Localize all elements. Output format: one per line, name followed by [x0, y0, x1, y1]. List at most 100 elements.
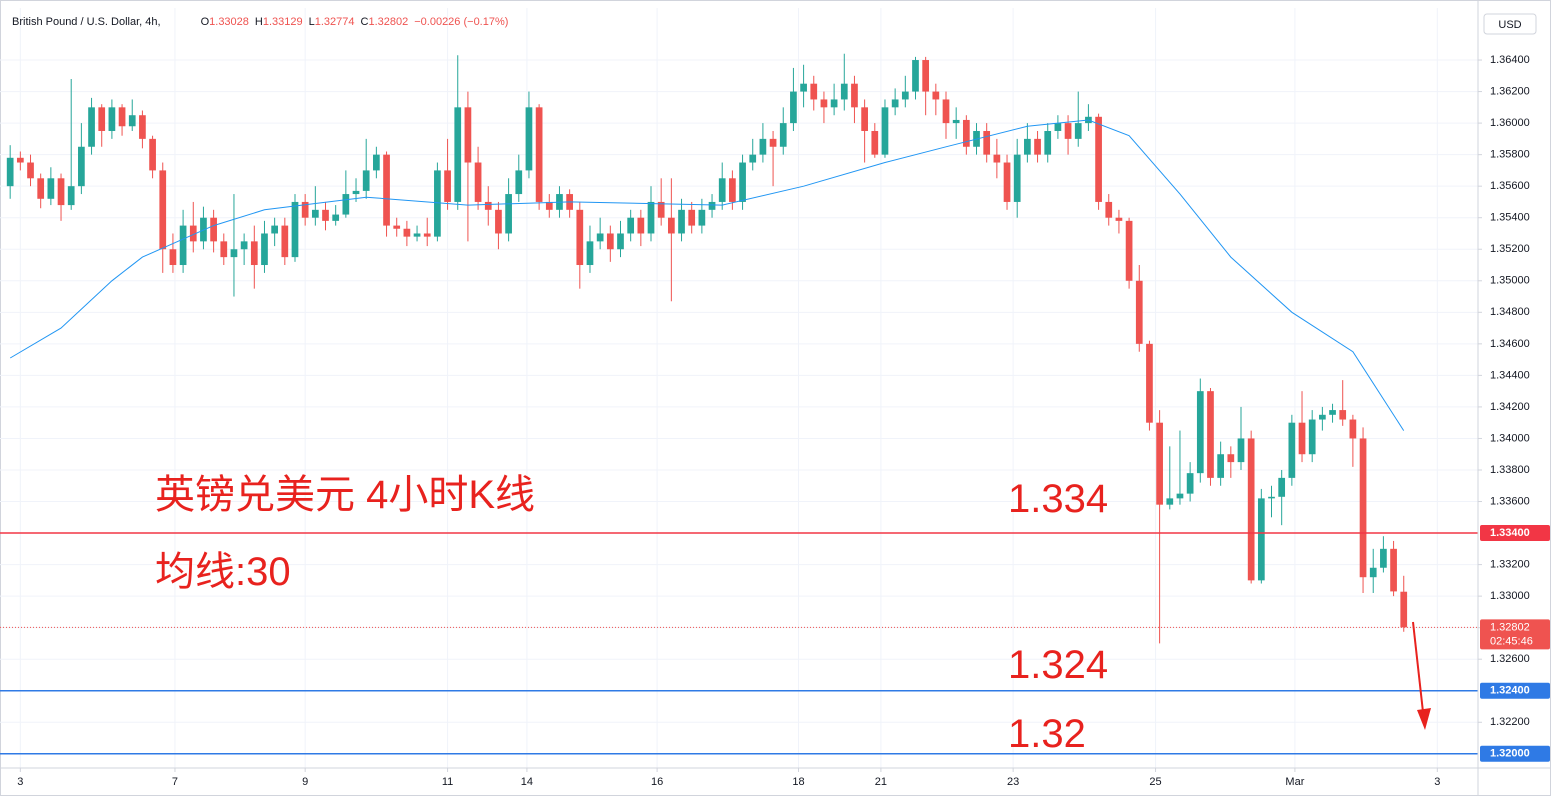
- y-tick-label: 1.32200: [1490, 716, 1530, 728]
- candle-body: [139, 115, 146, 139]
- y-tick-label: 1.33800: [1490, 464, 1530, 476]
- quote-key: C: [361, 16, 369, 28]
- y-tick-label: 1.34000: [1490, 432, 1530, 444]
- candle-body: [830, 99, 838, 108]
- x-tick-label: Mar: [1285, 776, 1304, 788]
- candle-body: [169, 249, 177, 266]
- last-price-label: 1.32802: [1490, 621, 1530, 633]
- y-tick-label: 1.34200: [1490, 401, 1530, 413]
- annotation: 1.324: [1008, 643, 1108, 687]
- candle-body: [16, 157, 24, 163]
- quote-key: H: [255, 16, 263, 28]
- candle-body: [1095, 116, 1102, 202]
- countdown: 02:45:46: [1490, 635, 1533, 647]
- level-label: 1.32000: [1490, 748, 1530, 760]
- candle-body: [993, 154, 1001, 163]
- candle-body: [545, 201, 553, 210]
- candle-body: [210, 217, 217, 242]
- y-tick-label: 1.33200: [1490, 559, 1530, 571]
- arrow: [1412, 621, 1424, 713]
- candle-body: [820, 99, 828, 108]
- candle-body: [6, 157, 14, 187]
- candle-body: [200, 217, 207, 242]
- currency-button[interactable]: [1483, 13, 1537, 35]
- candle-body: [739, 162, 746, 202]
- candle-body: [861, 107, 868, 131]
- candle-body: [403, 228, 411, 237]
- last-price-marker: [1480, 619, 1550, 650]
- candle-body: [1013, 154, 1021, 202]
- candle-body: [332, 214, 340, 221]
- candle-body: [606, 233, 614, 250]
- quote-value: 1.32774: [315, 16, 355, 28]
- candle-body: [118, 107, 126, 127]
- candle-body: [67, 186, 75, 206]
- candle-body: [128, 115, 136, 127]
- candle-body: [881, 107, 889, 155]
- candle-body: [718, 178, 726, 202]
- currency[interactable]: USD: [1498, 19, 1521, 31]
- candle-body: [159, 170, 167, 250]
- candle-body: [525, 107, 533, 171]
- candle-body: [1003, 162, 1011, 202]
- candle-body: [271, 225, 279, 234]
- annotation: 1.334: [1008, 477, 1108, 521]
- candle-body: [495, 209, 502, 234]
- plot: [0, 53, 1478, 755]
- candle-body: [596, 233, 604, 242]
- candle-body: [220, 241, 228, 258]
- moving-average: [9, 119, 1405, 431]
- candle-body: [413, 233, 421, 237]
- level-marker: [1480, 682, 1550, 699]
- candle-body: [1390, 548, 1397, 592]
- candle-body: [484, 201, 492, 210]
- candle-body: [1115, 217, 1123, 221]
- candle-body: [1146, 343, 1153, 423]
- x-tick-label: 21: [875, 776, 887, 788]
- candle-body: [1268, 496, 1275, 499]
- candle-body: [240, 241, 248, 250]
- x-tick-label: 25: [1149, 776, 1161, 788]
- candle-body: [1308, 419, 1316, 455]
- x-tick-label: 3: [17, 776, 23, 788]
- candle-body: [322, 209, 329, 221]
- y-tick-label: 1.33000: [1490, 590, 1530, 602]
- candle-body: [891, 99, 899, 108]
- candle-body: [1319, 414, 1326, 420]
- candle-body: [57, 178, 65, 206]
- candle-body: [27, 162, 34, 179]
- annotation: 英镑兑美元 4小时K线: [155, 473, 535, 517]
- candle-body: [291, 201, 299, 258]
- y-tick-label: 1.33600: [1490, 495, 1530, 507]
- candle-body: [1298, 422, 1306, 455]
- candle-body: [1329, 410, 1336, 415]
- candle-body: [505, 194, 512, 234]
- candle-body: [444, 170, 451, 202]
- candle-body: [352, 190, 360, 195]
- candle-body: [1237, 438, 1245, 463]
- symbol: British Pound / U.S. Dollar, 4h,: [12, 16, 161, 28]
- y-tick-label: 1.35000: [1490, 275, 1530, 287]
- candle-body: [1186, 473, 1194, 494]
- candle-body: [708, 201, 716, 210]
- candle-body: [1369, 567, 1377, 578]
- candle-body: [464, 107, 472, 163]
- candle-body: [871, 130, 879, 155]
- candle-body: [779, 123, 787, 147]
- candle-body: [37, 178, 45, 199]
- candle-body: [932, 91, 940, 100]
- candle-body: [1156, 422, 1163, 505]
- y-tick-label: 1.34600: [1490, 338, 1530, 350]
- candle-body: [261, 233, 268, 266]
- x-tick-label: 3: [1434, 776, 1440, 788]
- candle-body: [373, 154, 380, 171]
- candle-body: [637, 217, 645, 234]
- candle-body: [1064, 123, 1072, 139]
- candle-body: [535, 107, 543, 202]
- candle-body: [311, 209, 319, 218]
- candle-body: [851, 83, 858, 108]
- candle-body: [1247, 438, 1255, 581]
- candle-body: [515, 170, 523, 195]
- candle-body: [698, 209, 706, 226]
